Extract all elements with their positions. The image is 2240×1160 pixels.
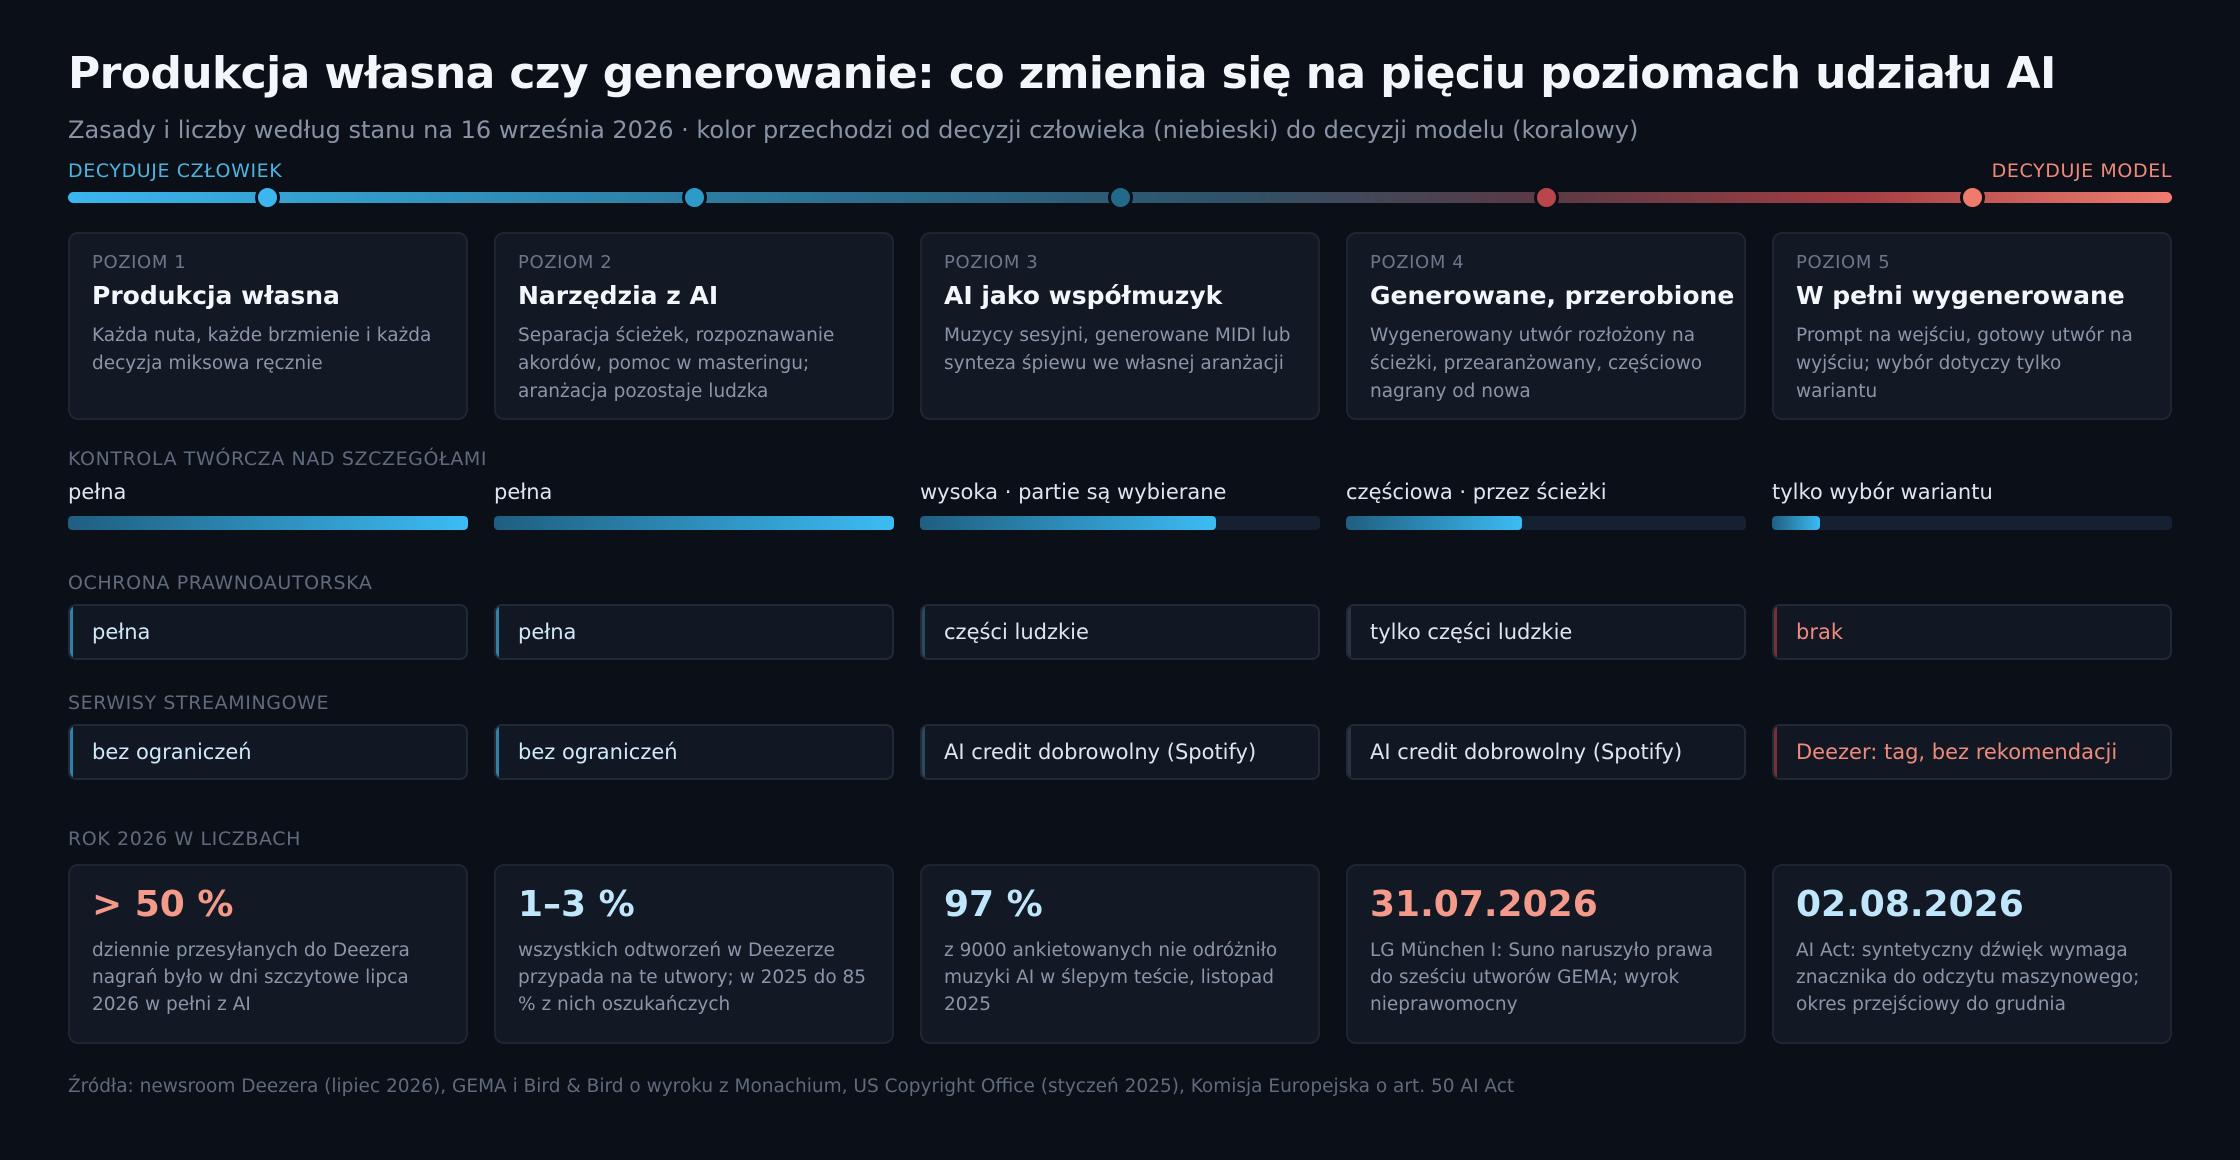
status-accent-bar (922, 726, 925, 778)
status-text: bez ograniczeń (92, 740, 252, 764)
scale-dot-4 (1534, 185, 1559, 210)
status-text: brak (1796, 620, 1843, 644)
scale-dot-5 (1960, 185, 1985, 210)
level-number: POZIOM 5 (1796, 252, 1891, 273)
streaming-status-3: AI credit dobrowolny (Spotify) (920, 724, 1320, 780)
scale-dot-1 (255, 185, 280, 210)
control-bar-2 (494, 516, 894, 530)
copyright-status-4: tylko części ludzkie (1346, 604, 1746, 660)
stat-value: 1–3 % (518, 884, 635, 925)
control-label-5: tylko wybór wariantu (1772, 480, 1993, 504)
control-bar-1 (68, 516, 468, 530)
stat-value: > 50 % (92, 884, 234, 925)
stat-value: 31.07.2026 (1370, 884, 1598, 925)
page-subtitle: Zasady i liczby według stanu na 16 wrześ… (68, 116, 1639, 144)
status-accent-bar (496, 726, 499, 778)
level-description: Muzycy sesyjni, generowane MIDI lub synt… (944, 325, 1291, 374)
level-card-5: POZIOM 5 W pełni wygenerowane Prompt na we… (1772, 232, 2172, 420)
scale-dot-3 (1108, 185, 1133, 210)
streaming-section-label: SERWISY STREAMINGOWE (68, 692, 330, 714)
level-description: Wygenerowany utwór rozłożony na ścieżki,… (1370, 325, 1703, 402)
status-accent-bar (922, 606, 925, 658)
stat-card-2: 1–3 % wszystkich odtworzeń w Deezerze prz… (494, 864, 894, 1044)
streaming-status-1: bez ograniczeń (68, 724, 468, 780)
level-description: Separacja ścieżek, rozpoznawanie akordów… (518, 325, 835, 402)
level-number: POZIOM 4 (1370, 252, 1465, 273)
sources-note: Źródła: newsroom Deezera (lipiec 2026), … (68, 1076, 1515, 1097)
status-text: pełna (518, 620, 577, 644)
level-name: Produkcja własna (92, 281, 340, 310)
level-number: POZIOM 3 (944, 252, 1039, 273)
status-accent-bar (1774, 606, 1777, 658)
copyright-status-2: pełna (494, 604, 894, 660)
stat-value: 97 % (944, 884, 1043, 925)
control-bar-3 (920, 516, 1320, 530)
status-text: części ludzkie (944, 620, 1089, 644)
stat-text: LG München I: Suno naruszyło prawa do sz… (1370, 940, 1714, 1015)
scale-right-label: DECYDUJE MODEL (1991, 160, 2172, 182)
level-card-2: POZIOM 2 Narzędzia z AI Separacja ścieżek,… (494, 232, 894, 420)
status-text: pełna (92, 620, 151, 644)
status-text: tylko części ludzkie (1370, 620, 1573, 644)
level-description: Każda nuta, każde brzmienie i każda decy… (92, 325, 432, 374)
copyright-section-label: OCHRONA PRAWNOAUTORSKA (68, 572, 373, 594)
level-number: POZIOM 1 (92, 252, 187, 273)
control-bar-fill (494, 516, 894, 530)
stats-section-label: ROK 2026 W LICZBACH (68, 828, 301, 850)
stat-text: wszystkich odtworzeń w Deezerze przypada… (518, 940, 867, 1015)
status-text: AI credit dobrowolny (Spotify) (1370, 740, 1683, 764)
stat-card-4: 31.07.2026 LG München I: Suno naruszyło p… (1346, 864, 1746, 1044)
level-name: Generowane, przerobione (1370, 281, 1735, 310)
copyright-status-1: pełna (68, 604, 468, 660)
copyright-status-3: części ludzkie (920, 604, 1320, 660)
status-text: AI credit dobrowolny (Spotify) (944, 740, 1257, 764)
stat-card-1: > 50 % dziennie przesyłanych do Deezera n… (68, 864, 468, 1044)
control-bar-fill (68, 516, 468, 530)
stat-card-5: 02.08.2026 AI Act: syntetyczny dźwięk wym… (1772, 864, 2172, 1044)
level-number: POZIOM 2 (518, 252, 613, 273)
level-name: AI jako współmuzyk (944, 281, 1223, 310)
streaming-status-2: bez ograniczeń (494, 724, 894, 780)
status-accent-bar (1348, 726, 1351, 778)
status-accent-bar (1348, 606, 1351, 658)
status-accent-bar (70, 606, 73, 658)
status-text: Deezer: tag, bez rekomendacji (1796, 740, 2118, 764)
status-text: bez ograniczeń (518, 740, 678, 764)
streaming-status-5: Deezer: tag, bez rekomendacji (1772, 724, 2172, 780)
level-name: W pełni wygenerowane (1796, 281, 2125, 310)
level-description: Prompt na wejściu, gotowy utwór na wyjśc… (1796, 325, 2133, 402)
scale-left-label: DECYDUJE CZŁOWIEK (68, 160, 283, 182)
page-title: Produkcja własna czy generowanie: co zmi… (68, 48, 2056, 99)
stat-text: dziennie przesyłanych do Deezera nagrań … (92, 940, 410, 1015)
stat-text: z 9000 ankietowanych nie odróżniło muzyk… (944, 940, 1278, 1015)
control-bar-fill (1772, 516, 1820, 530)
level-card-3: POZIOM 3 AI jako współmuzyk Muzycy sesyjni… (920, 232, 1320, 420)
stat-card-3: 97 % z 9000 ankietowanych nie odróżniło m… (920, 864, 1320, 1044)
control-label-1: pełna (68, 480, 127, 504)
control-bar-fill (920, 516, 1216, 530)
scale-dot-2 (682, 185, 707, 210)
level-name: Narzędzia z AI (518, 281, 719, 310)
copyright-status-5: brak (1772, 604, 2172, 660)
control-label-3: wysoka · partie są wybierane (920, 480, 1227, 504)
control-label-4: częściowa · przez ścieżki (1346, 480, 1607, 504)
level-card-4: POZIOM 4 Generowane, przerobione Wygenerow… (1346, 232, 1746, 420)
status-accent-bar (1774, 726, 1777, 778)
control-section-label: KONTROLA TWÓRCZA NAD SZCZEGÓŁAMI (68, 448, 488, 470)
control-bar-fill (1346, 516, 1522, 530)
stat-text: AI Act: syntetyczny dźwięk wymaga znaczn… (1796, 940, 2140, 1015)
control-bar-4 (1346, 516, 1746, 530)
control-bar-5 (1772, 516, 2172, 530)
control-label-2: pełna (494, 480, 553, 504)
status-accent-bar (70, 726, 73, 778)
status-accent-bar (496, 606, 499, 658)
stat-value: 02.08.2026 (1796, 884, 2024, 925)
streaming-status-4: AI credit dobrowolny (Spotify) (1346, 724, 1746, 780)
level-card-1: POZIOM 1 Produkcja własna Każda nuta, każd… (68, 232, 468, 420)
